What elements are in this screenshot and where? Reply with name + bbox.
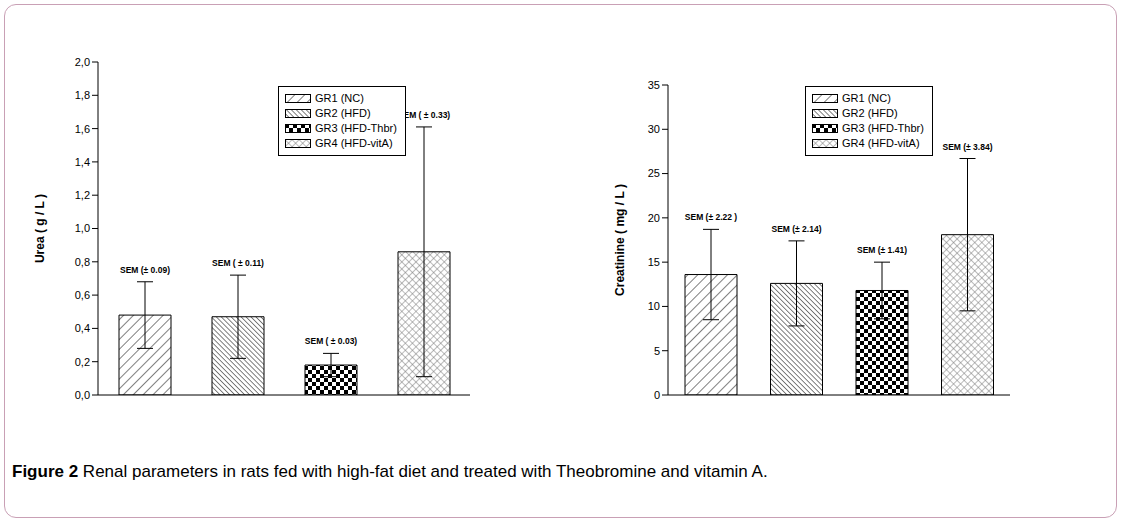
svg-text:SEM (± 3.84): SEM (± 3.84) — [942, 142, 992, 152]
svg-text:1,6: 1,6 — [75, 123, 90, 135]
html-text:GR2 (HFD): GR2 (HFD) — [842, 107, 898, 119]
svg-text:0: 0 — [654, 389, 660, 401]
svg-text:SEM (± 2.14): SEM (± 2.14) — [771, 224, 821, 234]
svg-text:5: 5 — [654, 345, 660, 357]
svg-text:1,0: 1,0 — [75, 222, 90, 234]
svg-text:2,0: 2,0 — [75, 56, 90, 68]
html-text:GR4 (HFD-vitA): GR4 (HFD-vitA) — [315, 137, 393, 149]
html-text:GR2 (HFD): GR2 (HFD) — [315, 107, 371, 119]
svg-text:10: 10 — [648, 300, 660, 312]
svg-text:SEM (± 1.41): SEM (± 1.41) — [857, 245, 907, 255]
html-text:GR3 (HFD-Thbr): GR3 (HFD-Thbr) — [842, 122, 924, 134]
svg-text:25: 25 — [648, 167, 660, 179]
svg-text:SEM (± 2.22 ): SEM (± 2.22 ) — [685, 212, 738, 222]
html-text:GR3 (HFD-Thbr): GR3 (HFD-Thbr) — [315, 122, 397, 134]
svg-text:Creatinine ( mg / L ): Creatinine ( mg / L ) — [613, 184, 627, 296]
svg-text:1,4: 1,4 — [75, 156, 90, 168]
svg-text:30: 30 — [648, 123, 660, 135]
svg-text:20: 20 — [648, 212, 660, 224]
svg-text:Urea ( g / L ): Urea ( g / L ) — [33, 194, 47, 263]
html-text:Figure 2 Renal parameters in r: Figure 2 Renal parameters in rats fed wi… — [12, 462, 768, 481]
svg-text:15: 15 — [648, 256, 660, 268]
svg-text:1,2: 1,2 — [75, 189, 90, 201]
svg-text:SEM (± 0.09): SEM (± 0.09) — [120, 265, 170, 275]
svg-text:SEM ( ± 0.11): SEM ( ± 0.11) — [212, 258, 264, 268]
svg-text:1,8: 1,8 — [75, 89, 90, 101]
svg-text:35: 35 — [648, 79, 660, 91]
svg-text:SEM ( ± 0.03): SEM ( ± 0.03) — [305, 336, 358, 346]
svg-text:0,8: 0,8 — [75, 256, 90, 268]
svg-text:SEM ( ± 0.33): SEM ( ± 0.33) — [397, 109, 451, 120]
svg-text:0,4: 0,4 — [75, 322, 90, 334]
html-text:GR1 (NC): GR1 (NC) — [842, 92, 891, 104]
html-text:GR1 (NC): GR1 (NC) — [315, 92, 364, 104]
svg-text:0,0: 0,0 — [75, 389, 90, 401]
svg-text:0,6: 0,6 — [75, 289, 90, 301]
svg-text:0,2: 0,2 — [75, 356, 90, 368]
html-text:GR4 (HFD-vitA): GR4 (HFD-vitA) — [842, 137, 920, 149]
